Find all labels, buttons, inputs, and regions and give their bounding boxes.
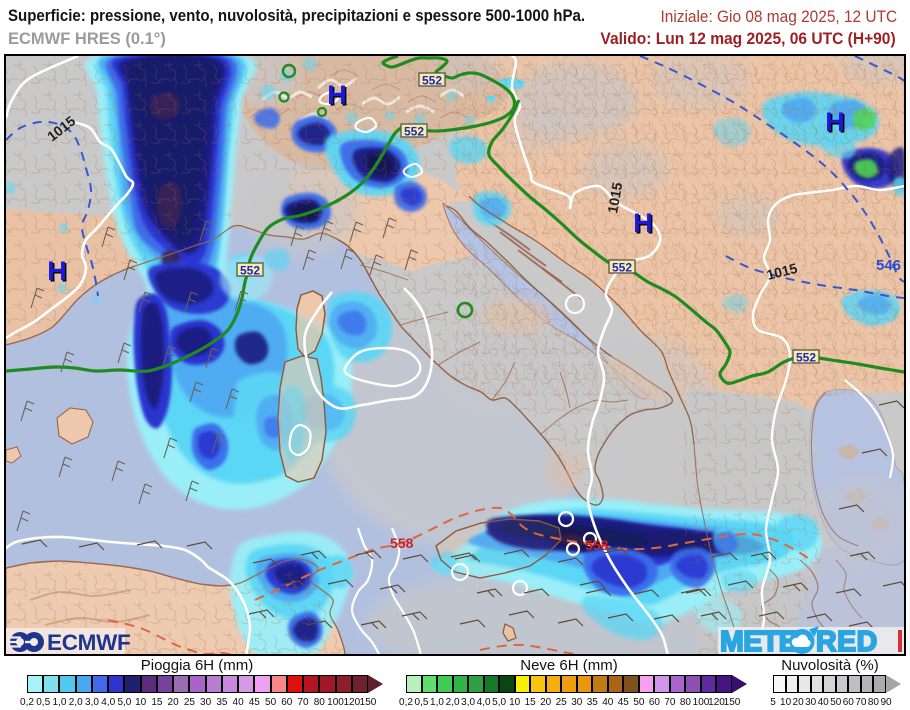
svg-text:RED: RED xyxy=(816,626,878,654)
svg-text:1015: 1015 xyxy=(604,181,625,215)
svg-text:H: H xyxy=(633,208,653,238)
svg-text:H: H xyxy=(47,256,67,286)
svg-text:H: H xyxy=(49,258,69,288)
svg-text:H: H xyxy=(825,107,845,137)
svg-text:H: H xyxy=(827,109,847,139)
svg-text:558: 558 xyxy=(585,537,609,553)
svg-text:552: 552 xyxy=(612,261,632,275)
svg-text:558: 558 xyxy=(390,535,414,551)
svg-text:546: 546 xyxy=(876,257,901,274)
svg-text:552: 552 xyxy=(240,264,260,278)
svg-text:H: H xyxy=(329,82,349,112)
svg-text:ECMWF: ECMWF xyxy=(47,630,130,654)
svg-text:552: 552 xyxy=(796,351,816,365)
svg-text:METE: METE xyxy=(720,626,797,654)
svg-text:552: 552 xyxy=(404,125,424,139)
svg-text:1015: 1015 xyxy=(765,260,799,283)
svg-text:H: H xyxy=(635,210,655,240)
svg-text:552: 552 xyxy=(422,74,442,88)
svg-text:H: H xyxy=(327,80,347,110)
